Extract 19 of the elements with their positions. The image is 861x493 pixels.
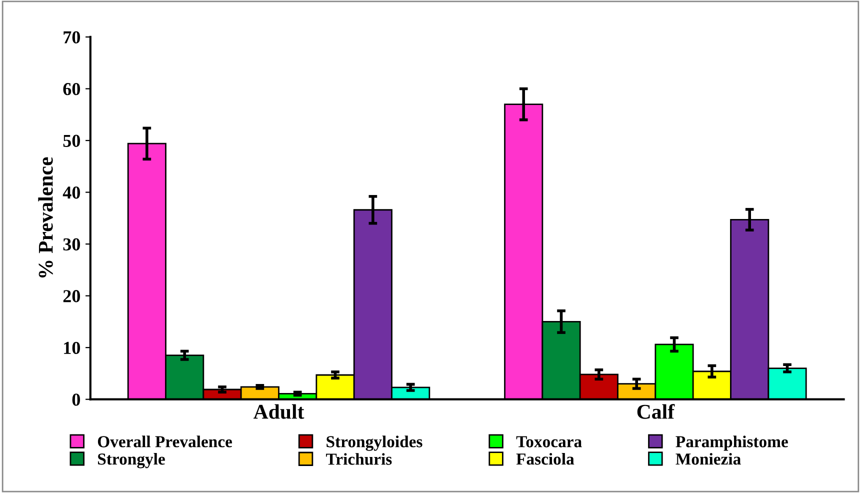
y-tick-label: 60 — [63, 82, 80, 96]
y-tick-label: 30 — [63, 238, 80, 250]
x-tick-label: Adult — [253, 404, 304, 419]
legend-label: Paramphistome — [676, 436, 788, 451]
y-tick-label: 50 — [63, 134, 80, 147]
y-tick-label: 0 — [72, 394, 80, 406]
legend-label: Trichuris — [326, 453, 392, 465]
legend-label: Fasciola — [516, 452, 574, 465]
y-tick-label: 10 — [64, 342, 80, 354]
legend-label: Strongyloides — [326, 436, 422, 451]
y-axis-title: % Prevalence — [38, 157, 53, 278]
y-tick-label: 20 — [63, 290, 80, 302]
legend-label: Overall Prevalence — [98, 436, 232, 448]
legend-label: Strongyle — [98, 452, 165, 468]
x-tick-label: Calf — [637, 404, 675, 419]
legend-label: Moniezia — [676, 452, 741, 465]
y-tick-label: 70 — [64, 31, 80, 44]
y-tick-label: 40 — [62, 186, 80, 199]
legend-label: Toxocara — [516, 436, 582, 448]
